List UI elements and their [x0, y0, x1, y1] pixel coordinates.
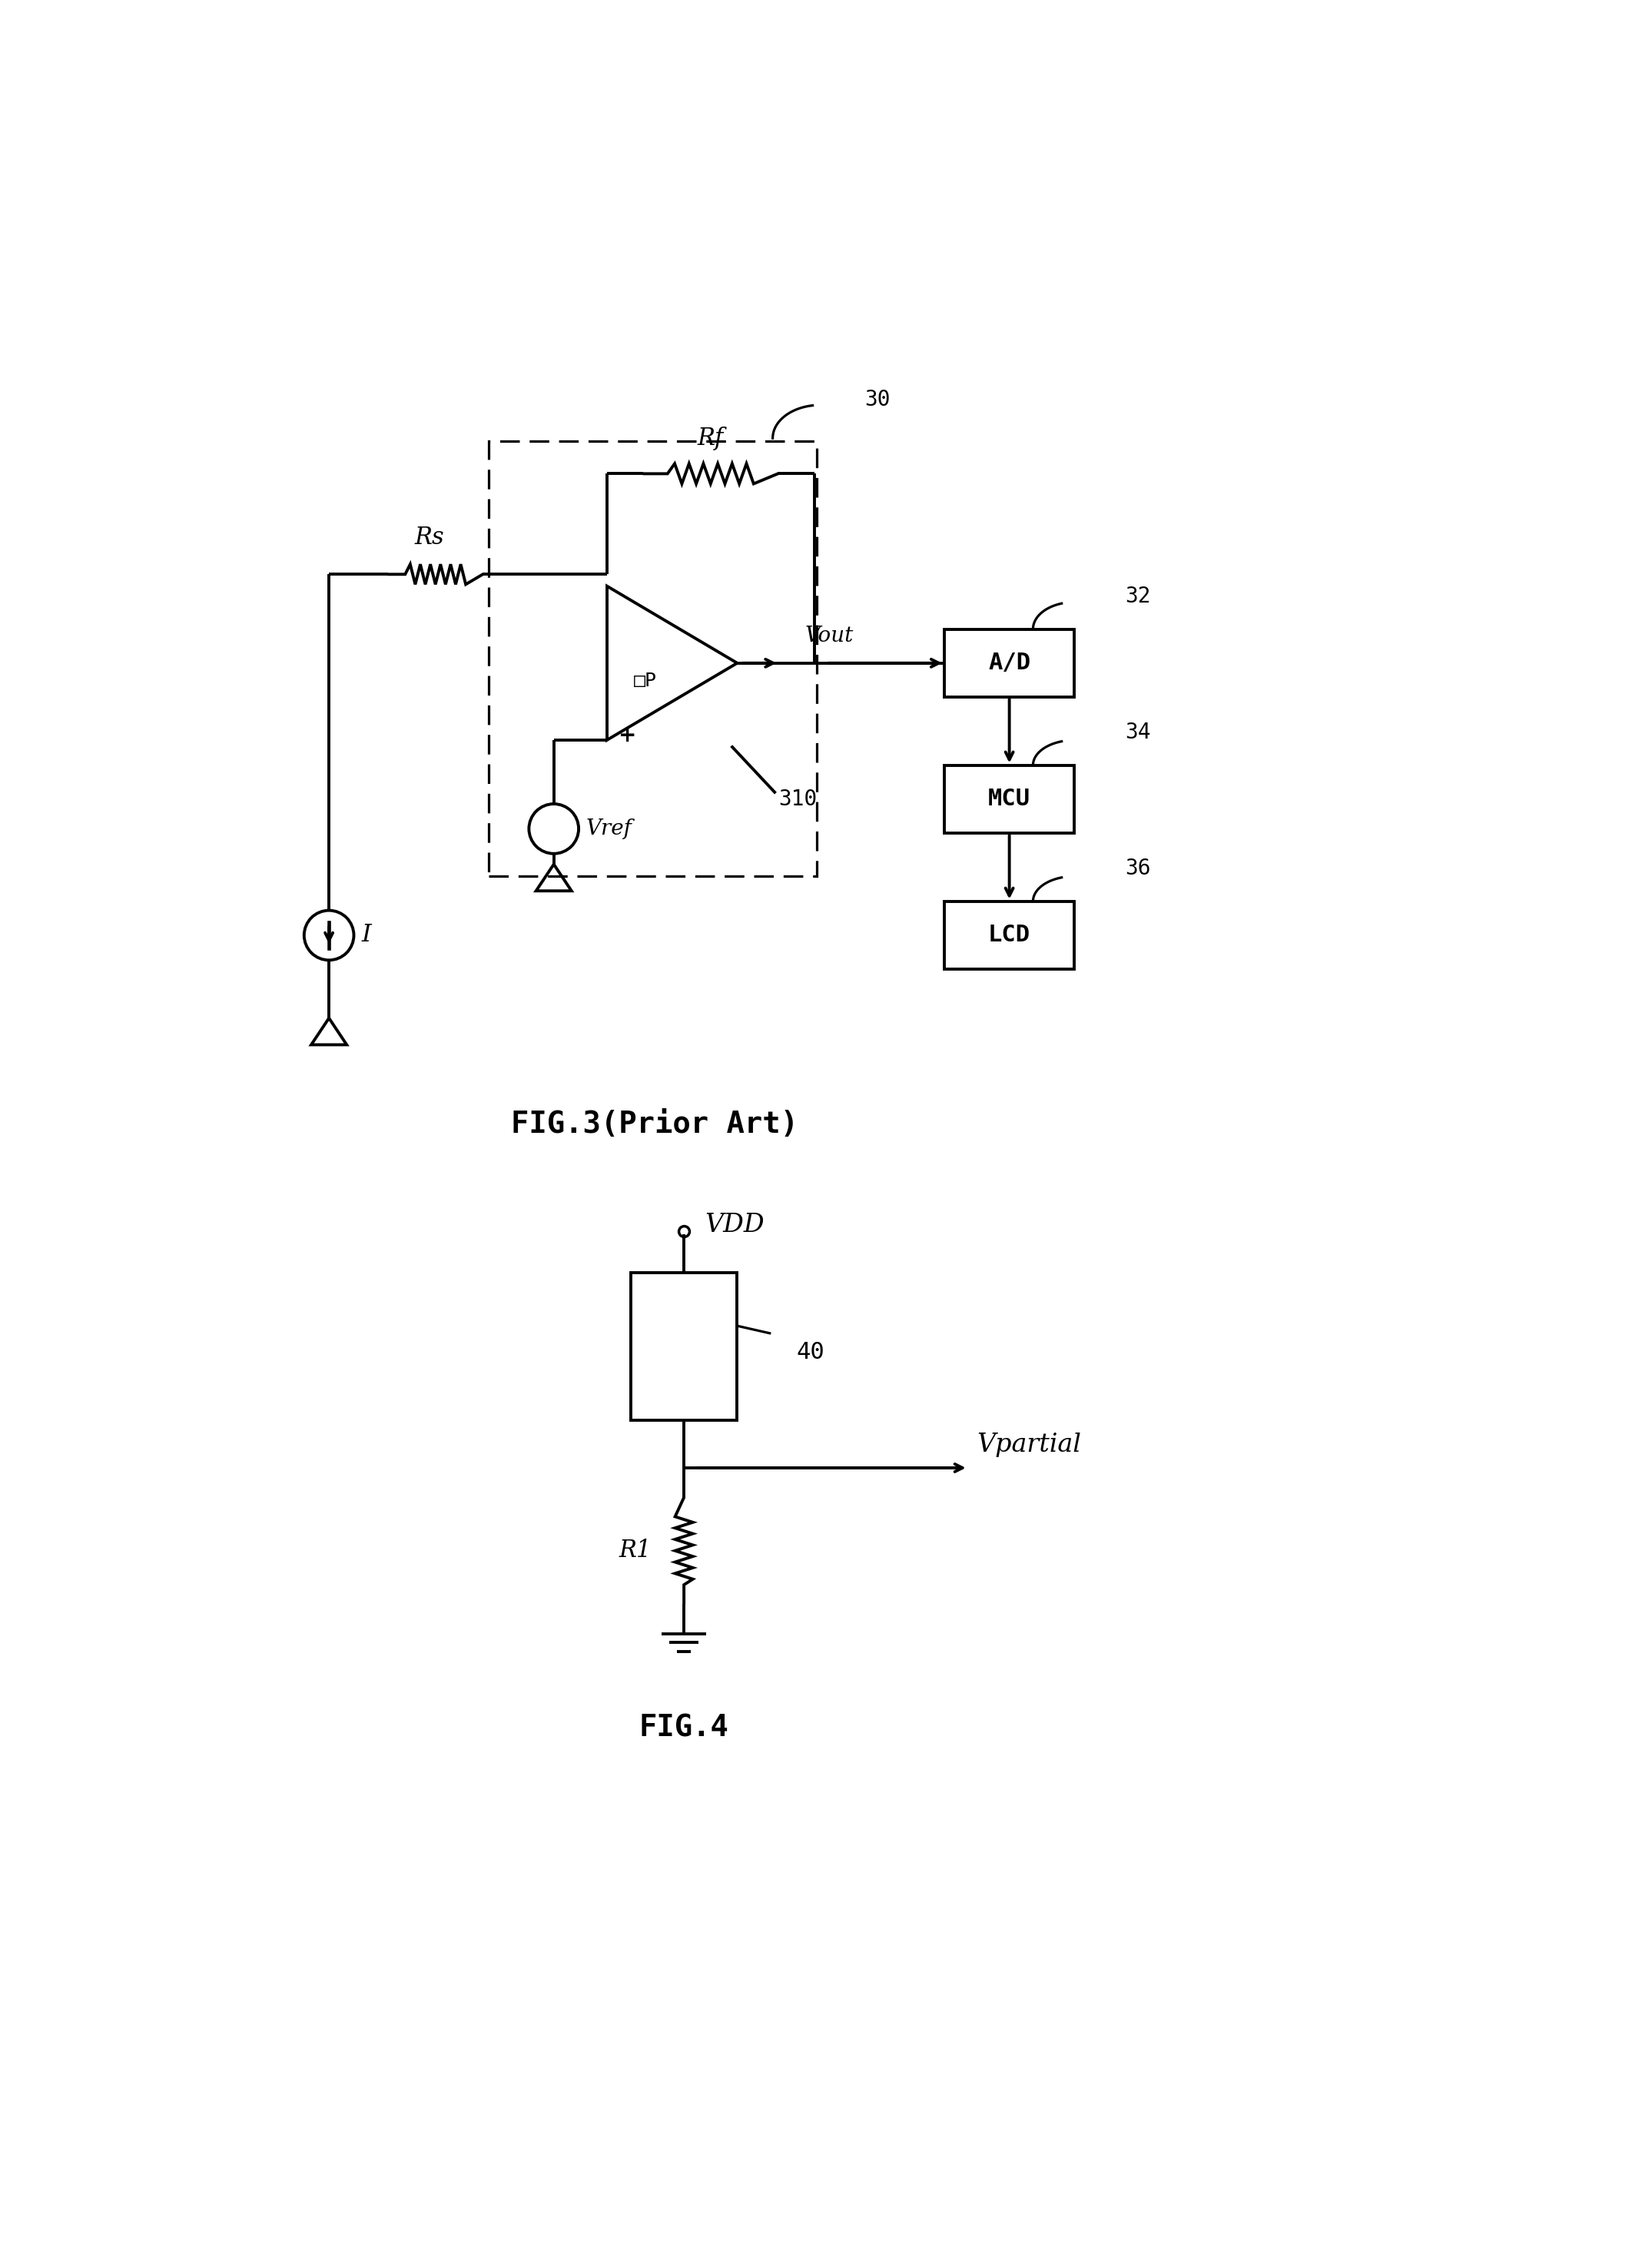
Bar — [489, 441, 818, 875]
Text: VDD: VDD — [705, 1212, 765, 1237]
Text: I: I — [362, 922, 372, 947]
Bar — [945, 629, 1074, 696]
Text: FIG.4: FIG.4 — [639, 1714, 729, 1743]
Bar — [945, 764, 1074, 834]
Text: Rf: Rf — [697, 427, 724, 450]
Text: □P: □P — [634, 672, 657, 690]
Text: LCD: LCD — [988, 925, 1031, 947]
Text: A/D: A/D — [988, 651, 1031, 674]
Text: 310: 310 — [778, 789, 818, 809]
Text: 30: 30 — [864, 389, 890, 412]
Text: R1: R1 — [620, 1540, 651, 1562]
Bar — [631, 1273, 737, 1420]
Text: 34: 34 — [1125, 721, 1150, 744]
Bar — [945, 902, 1074, 970]
Text: 40: 40 — [796, 1341, 824, 1363]
Text: Vout: Vout — [805, 626, 854, 647]
Text: 36: 36 — [1125, 857, 1150, 880]
Text: Vref: Vref — [586, 818, 633, 839]
Text: 32: 32 — [1125, 586, 1150, 608]
Text: FIG.3(Prior Art): FIG.3(Prior Art) — [510, 1110, 798, 1140]
Text: MCU: MCU — [988, 789, 1031, 809]
Text: Rs: Rs — [415, 525, 444, 549]
Text: Vpartial: Vpartial — [976, 1433, 1080, 1458]
Text: +: + — [620, 724, 636, 746]
